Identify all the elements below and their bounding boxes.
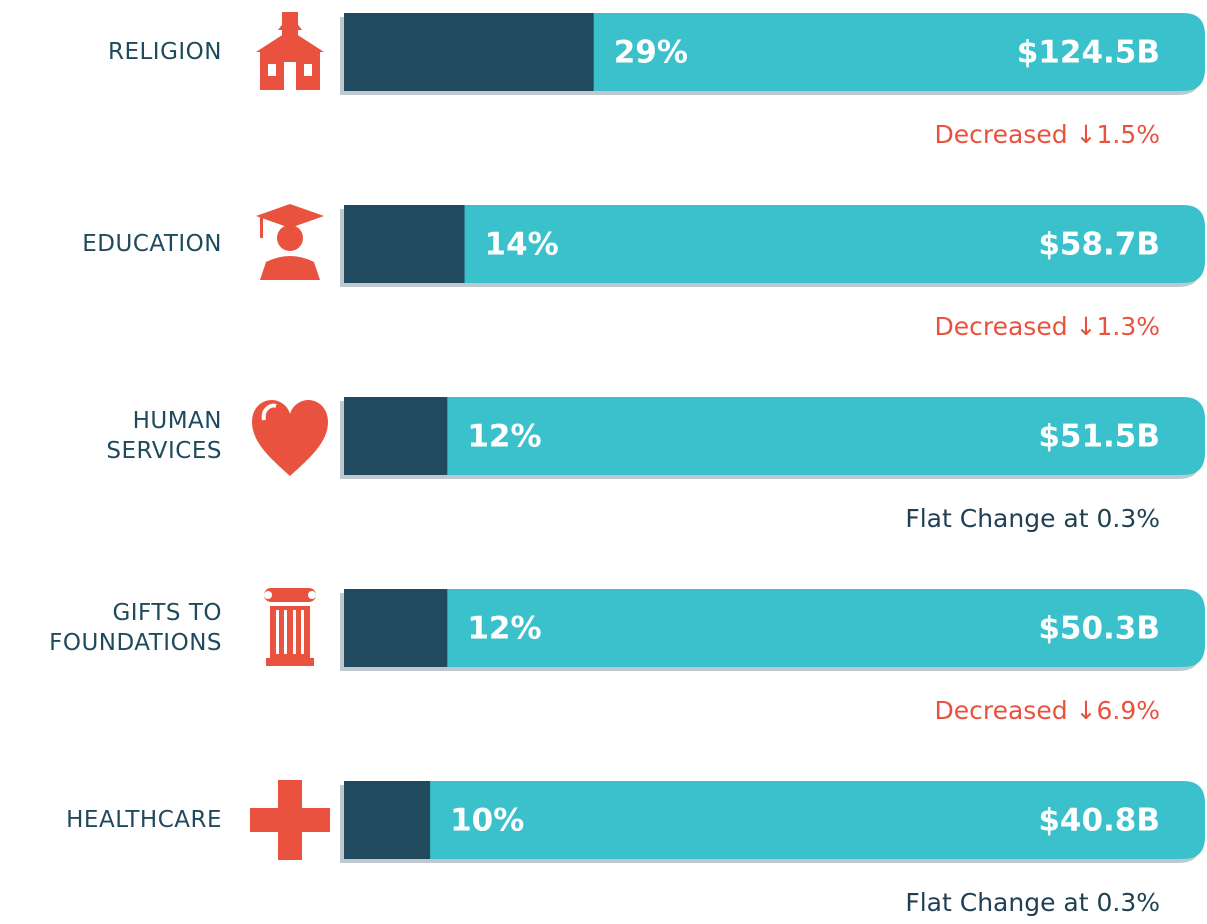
category-label: HUMAN SERVICES [106, 408, 222, 464]
religion-icon [256, 12, 324, 90]
category-label: RELIGION [107, 39, 222, 65]
amount-label: $58.7B [1038, 227, 1160, 263]
change-note: Flat Change at 0.3% [905, 504, 1160, 533]
amount-label: $51.5B [1038, 419, 1160, 455]
percent-label: 12% [467, 419, 541, 455]
bar-track [344, 397, 1205, 475]
icons [250, 12, 330, 860]
bar [344, 13, 594, 91]
bar-track [344, 205, 1205, 283]
bar-track [344, 781, 1205, 859]
human-services-icon [252, 400, 328, 476]
change-note: Decreased ↓1.3% [935, 312, 1161, 341]
bar [344, 781, 431, 859]
change-note: Decreased ↓6.9% [935, 696, 1161, 725]
percent-label: 12% [467, 611, 541, 647]
bar-track [344, 589, 1205, 667]
change-note: Flat Change at 0.3% [905, 888, 1160, 917]
healthcare-icon [250, 780, 330, 860]
category-label: HEALTHCARE [66, 807, 222, 833]
bar [344, 589, 448, 667]
category-label: GIFTS TO FOUNDATIONS [49, 600, 222, 656]
change-note: Decreased ↓1.5% [935, 120, 1161, 149]
bar [344, 205, 465, 283]
education-icon [256, 204, 324, 280]
foundations-icon [264, 588, 316, 666]
amount-label: $50.3B [1038, 611, 1160, 647]
amount-label: $124.5B [1017, 35, 1160, 71]
percent-label: 29% [614, 35, 688, 71]
amount-label: $40.8B [1038, 803, 1160, 839]
percent-label: 10% [450, 803, 524, 839]
percent-label: 14% [485, 227, 559, 263]
bar [344, 397, 448, 475]
category-label: EDUCATION [82, 231, 222, 257]
